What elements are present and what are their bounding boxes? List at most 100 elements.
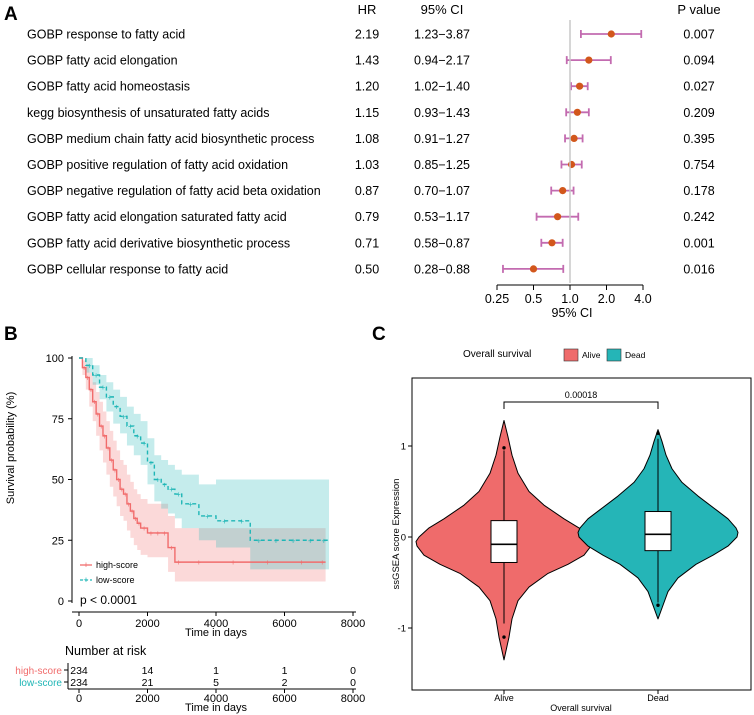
forest-row-pvalue: 0.242 — [683, 210, 714, 224]
legend-dead-swatch — [606, 348, 622, 362]
survival-x-tick-label: 2000 — [135, 618, 159, 630]
forest-row: GOBP fatty acid derivative biosynthetic … — [27, 236, 715, 250]
high-score-censor-mark: + — [89, 386, 94, 395]
forest-row-label: kegg biosynthesis of unsaturated fatty a… — [27, 106, 270, 120]
violin-legend: Overall survival Alive Dead — [463, 348, 646, 362]
low-score-censor-mark: + — [308, 536, 313, 545]
risk-table-title: Number at risk — [65, 644, 147, 658]
high-score-censor-mark: + — [142, 524, 147, 533]
high-score-censor-mark: + — [119, 485, 124, 494]
risk-x-tick-label: 4000 — [204, 693, 228, 705]
dead-outlier — [656, 603, 660, 607]
forest-hr-point — [553, 213, 562, 221]
forest-row-pvalue: 0.094 — [683, 54, 714, 68]
forest-row-pvalue: 0.178 — [683, 184, 714, 198]
violin-x-axis-label: Overall survival — [550, 703, 612, 713]
low-score-confidence-band — [79, 358, 330, 570]
forest-row-hr: 0.79 — [355, 210, 379, 224]
high-score-censor-mark: + — [176, 558, 181, 567]
high-score-censor-mark: + — [231, 558, 236, 567]
high-score-censor-mark: + — [113, 466, 118, 475]
low-score-censor-mark: + — [222, 517, 227, 526]
forest-row-ci: 0.28−0.88 — [414, 262, 470, 276]
forest-hr-point — [570, 134, 578, 142]
forest-row-pvalue: 0.209 — [683, 106, 714, 120]
low-score-censor-mark: + — [114, 403, 119, 412]
violin-x-tick-label: Alive — [494, 693, 514, 703]
survival-plot-panel: B Survival probability (%) +++++++++++++… — [4, 324, 365, 714]
forest-hr-point — [573, 108, 581, 116]
high-score-censor-mark: + — [96, 410, 101, 419]
high-score-censor-mark: + — [299, 558, 304, 567]
forest-x-tick-label: 1.0 — [561, 292, 578, 306]
forest-row-pvalue: 0.027 — [683, 80, 714, 94]
low-score-censor-mark: + — [87, 361, 92, 370]
low-score-survival-curve — [79, 357, 330, 541]
low-score-censor-mark: + — [107, 393, 112, 402]
risk-count: 21 — [142, 677, 154, 689]
survival-pvalue: p < 0.0001 — [80, 593, 137, 607]
risk-row-label: low-score — [19, 678, 62, 689]
risk-count: 0 — [350, 677, 356, 689]
forest-row-hr: 1.43 — [355, 54, 379, 68]
violin-y-axis-label: ssGSEA score Expression — [391, 479, 402, 590]
low-score-censor-mark: + — [135, 432, 140, 441]
forest-row-hr: 1.20 — [355, 80, 379, 94]
forest-header-p: P value — [677, 2, 720, 17]
forest-row-hr: 0.50 — [355, 262, 379, 276]
forest-row-label: GOBP cellular response to fatty acid — [27, 262, 228, 276]
high-score-censor-mark: + — [130, 507, 135, 516]
forest-row-pvalue: 0.007 — [683, 28, 714, 42]
low-score-censor-mark: + — [149, 458, 154, 467]
forest-row-hr: 1.08 — [355, 132, 379, 146]
high-score-censor-mark: + — [85, 373, 90, 382]
low-score-censor-mark: + — [128, 422, 133, 431]
significance-pvalue: 0.00018 — [565, 390, 598, 400]
low-score-censor-mark: + — [205, 512, 210, 521]
legend-high-score-tick: + — [83, 560, 88, 570]
forest-row: GOBP medium chain fatty acid biosyntheti… — [27, 132, 715, 146]
forest-row: GOBP cellular response to fatty acid 0.50… — [27, 262, 715, 276]
violin-y-tick-label: 1 — [401, 442, 406, 453]
high-score-censor-mark: + — [109, 456, 114, 465]
forest-x-tick-label: 0.5 — [525, 292, 542, 306]
high-score-survival-curve — [79, 357, 326, 563]
forest-row: GOBP fatty acid elongation saturated fat… — [27, 210, 715, 224]
high-score-censor-mark: + — [102, 432, 107, 441]
risk-x-tick-label: 0 — [76, 693, 82, 705]
forest-row-label: GOBP fatty acid homeostasis — [27, 80, 190, 94]
high-score-censor-mark: + — [116, 476, 121, 485]
forest-hr-point — [576, 82, 584, 90]
low-score-censor-mark: + — [101, 383, 106, 392]
survival-x-tick-label: 6000 — [272, 618, 296, 630]
violin-x-tick-label: Dead — [647, 693, 669, 703]
forest-row-label: GOBP positive regulation of fatty acid o… — [27, 158, 288, 172]
forest-x-tick-label: 2.0 — [598, 292, 615, 306]
high-score-censor-mark: + — [126, 500, 131, 509]
low-score-censor-mark: + — [162, 480, 167, 489]
low-score-censor-mark: + — [291, 536, 296, 545]
forest-row-ci: 0.70−1.07 — [414, 184, 470, 198]
violin-y-tick-label: 0 — [401, 533, 406, 544]
alive-outlier — [502, 446, 506, 450]
forest-x-tick-label: 4.0 — [634, 292, 651, 306]
high-score-censor-mark: + — [320, 558, 325, 567]
forest-row: GOBP response to fatty acid 2.19 1.23−3.87… — [27, 28, 715, 42]
risk-count: 234 — [70, 665, 88, 677]
survival-legend: + high-score + low-score — [80, 560, 138, 585]
panel-label-b: B — [4, 324, 18, 345]
high-score-censor-mark: + — [162, 529, 167, 538]
forest-row: kegg biosynthesis of unsaturated fatty a… — [27, 106, 715, 120]
significance-bracket — [503, 401, 659, 409]
forest-row-hr: 1.15 — [355, 106, 379, 120]
low-score-censor-mark: + — [121, 412, 126, 421]
alive-box — [490, 520, 518, 563]
low-score-censor-mark: + — [322, 536, 327, 545]
low-score-censor-mark: + — [94, 371, 99, 380]
forest-row-hr: 1.03 — [355, 158, 379, 172]
forest-row-pvalue: 0.754 — [683, 158, 714, 172]
legend-low-score-label: low-score — [96, 575, 135, 585]
forest-row-hr: 2.19 — [355, 28, 379, 42]
dead-outlier — [656, 431, 660, 435]
risk-count: 14 — [142, 665, 154, 677]
